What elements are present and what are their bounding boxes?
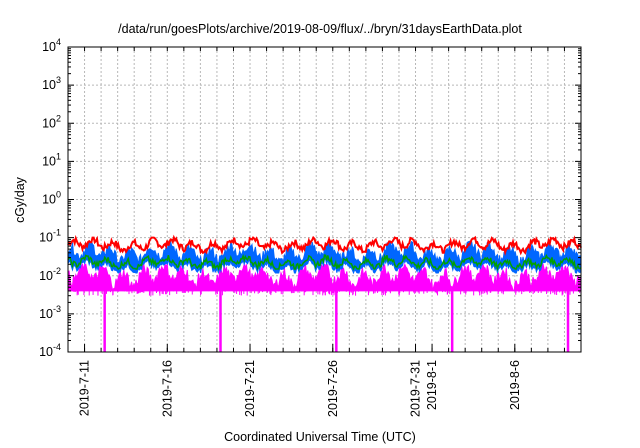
y-tick-label: 102 — [42, 113, 61, 130]
x-tick-label: 2019-7-31 — [409, 360, 423, 417]
x-tick-label: 2019-7-11 — [78, 360, 92, 416]
series-line-green — [67, 253, 582, 272]
x-tick-label: 2019-8-6 — [508, 360, 522, 410]
y-axis-ticks: 10-4 10-3 10-2 10-1 100 101 102 103 104 — [39, 37, 581, 359]
series-band-magenta — [67, 262, 582, 292]
y-tick-label: 103 — [42, 75, 61, 92]
grid-lines — [68, 47, 581, 352]
x-tick-label: 2019-7-16 — [160, 360, 174, 417]
y-tick-label: 10-3 — [39, 304, 61, 321]
data-series — [67, 234, 582, 352]
x-tick-label: 2019-7-26 — [326, 360, 340, 417]
series-dip-magenta — [566, 290, 570, 352]
chart-title: /data/run/goesPlots/archive/2019-08-09/f… — [118, 22, 522, 36]
y-axis-label: cGy/day — [13, 177, 27, 223]
y-tick-label: 101 — [42, 151, 61, 168]
series-dip-magenta — [450, 290, 454, 352]
x-axis-label: Coordinated Universal Time (UTC) — [224, 430, 416, 444]
y-tick-label: 10-1 — [39, 228, 61, 245]
series-dip-magenta — [335, 290, 338, 352]
y-tick-label: 100 — [42, 190, 61, 207]
series-line-red — [67, 234, 582, 256]
y-tick-label: 10-4 — [39, 342, 61, 359]
x-axis-ticks: 2019-7-11 2019-7-16 2019-7-21 2019-7-26 2019… — [78, 47, 565, 417]
series-dip-magenta — [103, 290, 106, 352]
x-tick-label: 2019-7-21 — [243, 360, 257, 417]
x-tick-label: 2019-8-1 — [425, 360, 439, 410]
y-tick-label: 10-2 — [39, 266, 61, 283]
series-dip-magenta — [219, 290, 222, 352]
y-tick-label: 104 — [42, 37, 61, 54]
